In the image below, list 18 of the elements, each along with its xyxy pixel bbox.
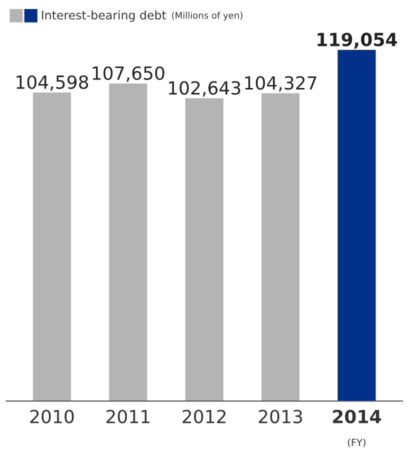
data-label: 102,643 bbox=[168, 81, 240, 97]
data-label: 104,598 bbox=[16, 75, 88, 91]
legend-label: Interest-bearing debt bbox=[42, 10, 166, 22]
x-tick-label: 2011 bbox=[106, 410, 150, 424]
x-tick-label: 2012 bbox=[182, 410, 226, 424]
bar bbox=[338, 50, 376, 402]
x-tick-label: 2014 bbox=[332, 410, 381, 424]
bar bbox=[32, 92, 72, 402]
data-label: 104,327 bbox=[245, 76, 316, 92]
text: (FY) bbox=[348, 438, 366, 448]
bar bbox=[261, 93, 300, 402]
x-tick-label: 2010 bbox=[30, 410, 74, 424]
text: (Millions of yen) bbox=[172, 12, 242, 21]
bar bbox=[185, 98, 224, 402]
bar bbox=[109, 83, 148, 402]
data-label: 107,650 bbox=[92, 66, 164, 82]
data-label: 119,054 bbox=[318, 32, 397, 49]
x-tick-label: 2013 bbox=[258, 410, 302, 424]
